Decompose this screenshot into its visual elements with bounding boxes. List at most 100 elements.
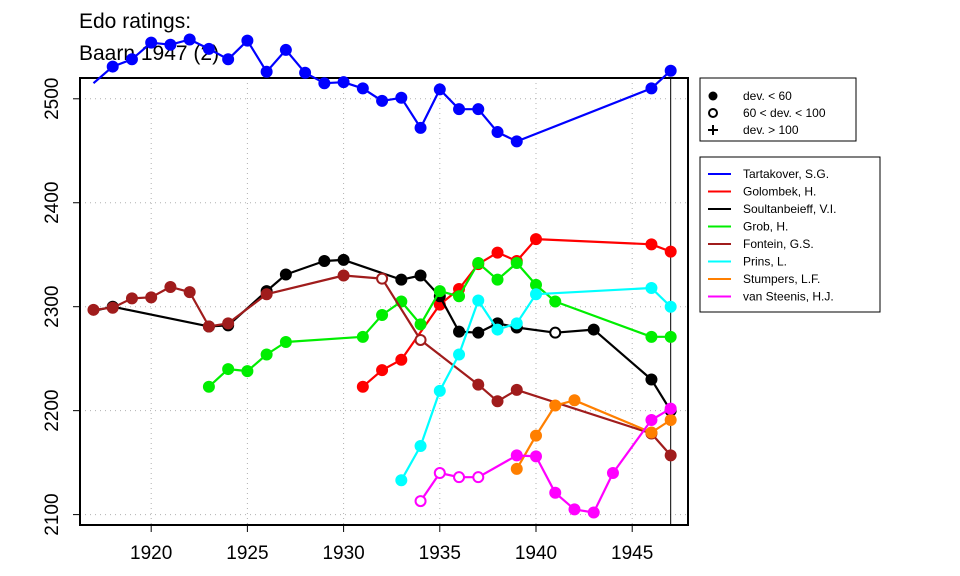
x-tick-label: 1935 bbox=[419, 543, 461, 564]
data-point bbox=[510, 449, 523, 462]
data-point bbox=[106, 60, 119, 73]
data-point bbox=[433, 83, 446, 96]
legend-label: Grob, H. bbox=[743, 220, 788, 234]
data-point bbox=[530, 288, 542, 301]
marker-legend-label: 60 < dev. < 100 bbox=[743, 106, 826, 120]
data-point bbox=[491, 126, 504, 139]
data-point bbox=[414, 269, 427, 282]
y-tick-label: 2300 bbox=[42, 286, 63, 328]
data-point bbox=[260, 348, 273, 361]
data-point bbox=[279, 43, 292, 56]
data-point bbox=[125, 292, 138, 305]
data-point bbox=[241, 365, 254, 378]
data-point bbox=[106, 301, 119, 314]
data-point bbox=[568, 503, 581, 516]
data-point bbox=[376, 272, 389, 285]
data-point bbox=[125, 53, 138, 66]
data-point bbox=[645, 330, 658, 343]
data-point bbox=[87, 303, 100, 316]
data-point bbox=[222, 317, 235, 330]
x-tick-label: 1940 bbox=[515, 543, 557, 564]
marker-legend-box bbox=[699, 77, 857, 142]
series-line bbox=[92, 38, 672, 143]
data-point bbox=[530, 429, 542, 442]
data-point bbox=[472, 378, 485, 391]
data-point bbox=[664, 300, 677, 313]
data-point bbox=[664, 330, 677, 343]
data-point bbox=[337, 253, 350, 266]
legend-marker-filled bbox=[708, 91, 718, 101]
legend-marker-open bbox=[708, 108, 718, 118]
data-point bbox=[472, 103, 485, 116]
data-point bbox=[376, 94, 389, 107]
chart-title-line-1: Edo ratings: bbox=[79, 10, 192, 33]
data-point bbox=[664, 245, 677, 258]
marker-legend-label: dev. > 100 bbox=[743, 123, 799, 137]
y-tick-label: 2100 bbox=[42, 493, 63, 535]
data-point bbox=[549, 326, 562, 339]
data-point bbox=[414, 333, 427, 346]
data-point bbox=[433, 467, 446, 480]
data-point bbox=[260, 65, 273, 78]
legend-label: Soultanbeieff, V.I. bbox=[743, 202, 836, 216]
data-point bbox=[414, 495, 427, 508]
data-point bbox=[645, 414, 658, 427]
data-point bbox=[260, 288, 273, 301]
legend-label: Stumpers, L.F. bbox=[743, 272, 820, 286]
data-point bbox=[241, 34, 254, 47]
data-point bbox=[202, 320, 215, 333]
data-point bbox=[183, 33, 196, 46]
data-point bbox=[664, 64, 677, 77]
data-point bbox=[491, 323, 504, 336]
data-point bbox=[395, 353, 408, 366]
legend-label: Tartakover, S.G. bbox=[743, 167, 829, 181]
data-point bbox=[222, 53, 235, 66]
data-point bbox=[510, 317, 523, 330]
data-point bbox=[664, 414, 677, 427]
data-point bbox=[491, 395, 504, 408]
data-point bbox=[472, 294, 485, 307]
data-point bbox=[202, 380, 215, 393]
data-point bbox=[530, 450, 542, 463]
data-point bbox=[472, 326, 485, 339]
data-point bbox=[279, 268, 292, 281]
data-point bbox=[587, 506, 600, 519]
data-point bbox=[645, 373, 658, 386]
data-point bbox=[568, 394, 581, 407]
data-point bbox=[472, 257, 485, 270]
data-point bbox=[664, 449, 677, 462]
data-point bbox=[145, 36, 158, 49]
data-point bbox=[491, 273, 504, 286]
marker-legend-label: dev. < 60 bbox=[743, 89, 792, 103]
data-point bbox=[376, 309, 389, 322]
data-point bbox=[645, 238, 658, 251]
data-point bbox=[376, 364, 389, 377]
data-point bbox=[299, 66, 312, 79]
data-point bbox=[510, 383, 523, 396]
data-point bbox=[510, 462, 523, 475]
data-point bbox=[202, 42, 215, 55]
legend-label: Prins, L. bbox=[743, 255, 787, 269]
legend-label: Fontein, G.S. bbox=[743, 237, 814, 251]
x-tick-label: 1930 bbox=[322, 543, 364, 564]
data-point bbox=[318, 254, 331, 267]
chart-title-line-2: Baarn 1947 (2) bbox=[79, 42, 220, 65]
data-point bbox=[549, 486, 562, 499]
data-point bbox=[453, 471, 466, 484]
data-point bbox=[510, 135, 523, 148]
y-tick-label: 2500 bbox=[42, 78, 63, 120]
data-point bbox=[414, 318, 427, 331]
legend-marker-plus bbox=[708, 125, 718, 135]
data-point bbox=[279, 336, 292, 349]
y-tick-label: 2400 bbox=[42, 182, 63, 224]
data-point bbox=[664, 402, 677, 415]
y-tick-label: 2200 bbox=[42, 390, 63, 432]
data-point bbox=[645, 82, 658, 95]
data-point bbox=[433, 384, 446, 397]
data-point bbox=[337, 76, 350, 89]
data-point bbox=[645, 281, 658, 294]
data-point bbox=[395, 474, 408, 487]
data-point bbox=[183, 286, 196, 299]
data-point bbox=[337, 269, 350, 282]
